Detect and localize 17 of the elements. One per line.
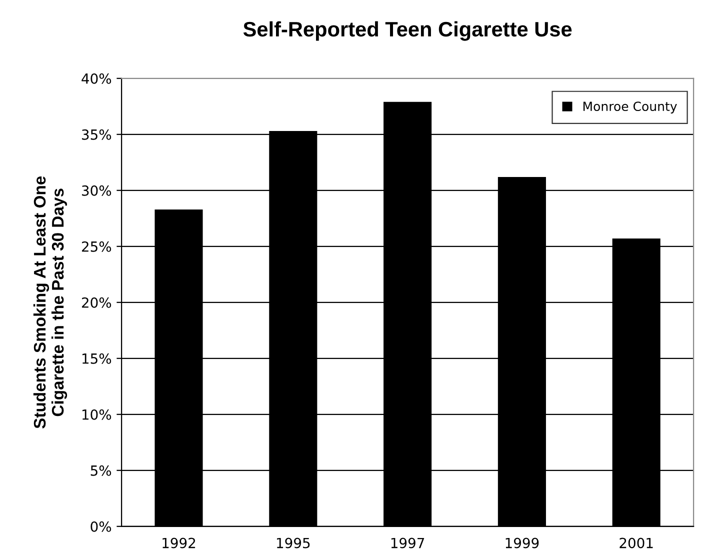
y-axis-title: Students Smoking At Least One Cigarette in the Past 30 Days <box>33 176 68 428</box>
y-tick-label: 10% <box>82 409 112 420</box>
x-tick-label: 1995 <box>277 538 310 548</box>
chart-title: Self-Reported Teen Cigarette Use <box>243 21 572 41</box>
y-tick-label: 15% <box>82 353 112 364</box>
y-tick-label: 30% <box>82 185 112 196</box>
y-tick-label: 25% <box>82 241 112 252</box>
x-tick-label: 1999 <box>506 538 539 548</box>
y-tick-label: 35% <box>82 129 112 140</box>
legend-label: Monroe County <box>583 102 677 114</box>
y-tick-label: 0% <box>90 521 112 532</box>
y-tick-label: 5% <box>90 465 112 476</box>
y-tick-label: 20% <box>82 297 112 308</box>
y-tick-label: 40% <box>82 73 112 84</box>
x-tick-label: 1997 <box>391 538 424 548</box>
x-tick-label: 2001 <box>620 538 653 548</box>
x-tick-label: 1992 <box>162 538 196 548</box>
